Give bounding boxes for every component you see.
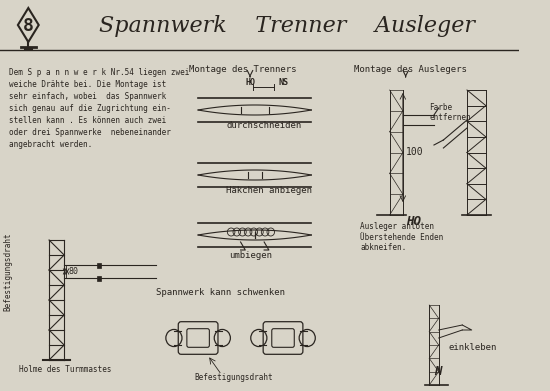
Text: Holme des Turmmastes: Holme des Turmmastes [19, 365, 111, 374]
Text: oder drei Spannwerke  nebeneinander: oder drei Spannwerke nebeneinander [9, 128, 171, 137]
Text: 100: 100 [406, 147, 424, 157]
Text: HO: HO [245, 78, 255, 87]
Text: Ausleger anlöten
Überstehende Enden
abkneifen.: Ausleger anlöten Überstehende Enden abkn… [360, 222, 444, 252]
Text: umbiegen: umbiegen [229, 251, 272, 260]
Text: stellen kann . Es können auch zwei: stellen kann . Es können auch zwei [9, 116, 167, 125]
Text: Dem S p a n n w e r k Nr.54 liegen zwei: Dem S p a n n w e r k Nr.54 liegen zwei [9, 68, 190, 77]
Text: einkleben: einkleben [448, 343, 497, 352]
Text: Befestigungsdraht: Befestigungsdraht [195, 373, 273, 382]
Text: Befestigungsdraht: Befestigungsdraht [3, 232, 12, 311]
Text: NS: NS [278, 78, 288, 87]
Text: weiche Drähte bei. Die Montage ist: weiche Drähte bei. Die Montage ist [9, 80, 167, 89]
Text: Häkchen anbiegen: Häkchen anbiegen [227, 186, 312, 195]
Text: N: N [434, 365, 442, 378]
Text: Farbe
entfernen: Farbe entfernen [429, 102, 471, 122]
Text: Montage des Auslegers: Montage des Auslegers [354, 65, 466, 74]
Text: sehr einfach, wobei  das Spannwerk: sehr einfach, wobei das Spannwerk [9, 92, 167, 101]
Text: 8: 8 [23, 17, 34, 35]
Text: sich genau auf die Zugrichtung ein-: sich genau auf die Zugrichtung ein- [9, 104, 171, 113]
Bar [97, 262, 101, 267]
Text: angebracht werden.: angebracht werden. [9, 140, 93, 149]
Text: HO: HO [406, 215, 421, 228]
Text: Spannwerk kann schwenken: Spannwerk kann schwenken [156, 288, 285, 297]
Text: Montage des Trenners: Montage des Trenners [189, 65, 296, 74]
Bar [97, 276, 101, 280]
Text: durchschneiden: durchschneiden [227, 121, 301, 130]
Text: Spannwerk    Trenner    Ausleger: Spannwerk Trenner Ausleger [99, 15, 475, 37]
Text: 80: 80 [69, 267, 79, 276]
